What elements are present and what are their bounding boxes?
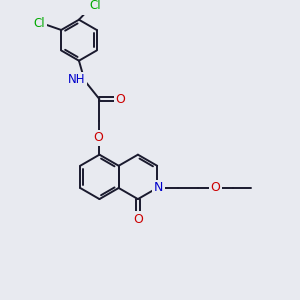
Text: N: N xyxy=(154,182,163,194)
Text: O: O xyxy=(115,93,125,106)
Text: NH: NH xyxy=(68,73,85,86)
Text: Cl: Cl xyxy=(90,0,101,12)
Text: O: O xyxy=(93,131,103,144)
Text: O: O xyxy=(211,182,220,194)
Text: O: O xyxy=(133,212,143,226)
Text: Cl: Cl xyxy=(34,17,45,30)
